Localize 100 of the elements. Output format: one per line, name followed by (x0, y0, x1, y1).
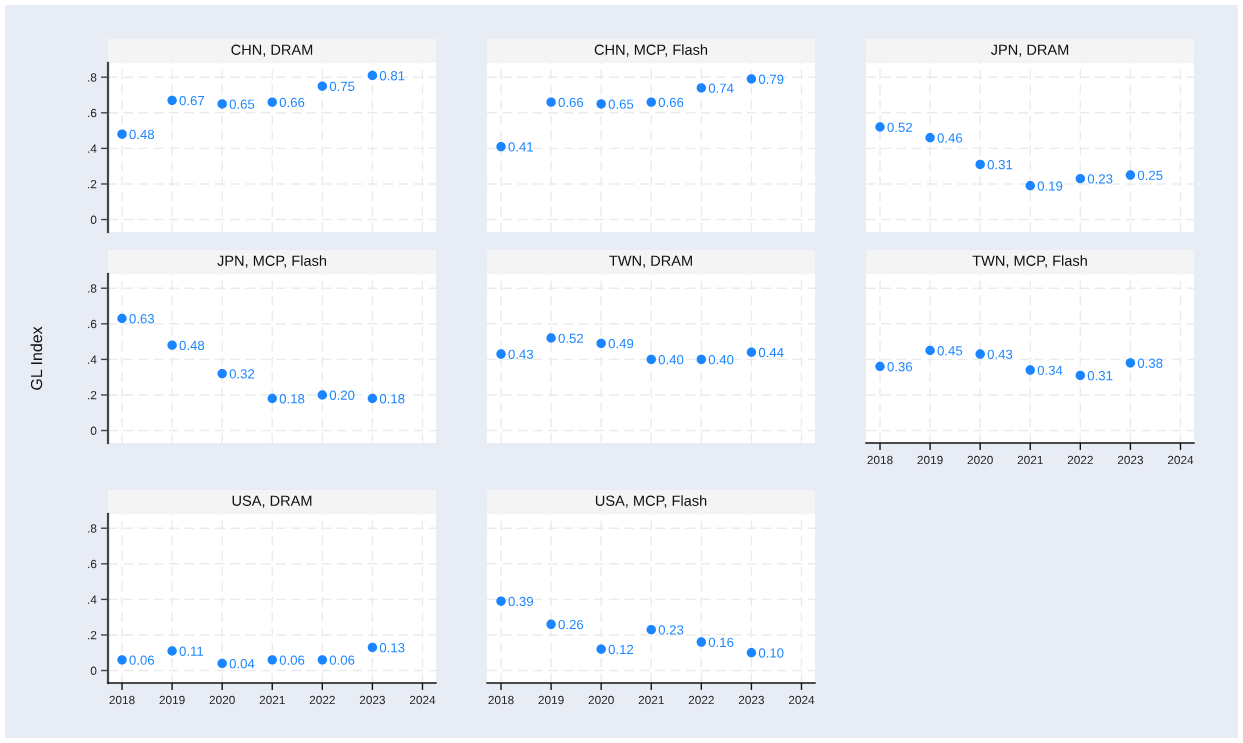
point (317, 655, 328, 665)
chart-title: CHN, DRAM (231, 44, 313, 57)
point (875, 122, 885, 132)
y-tick-label: .6 (88, 319, 97, 329)
data-label: 0.65 (608, 99, 634, 109)
y-tick-label: .8 (88, 73, 97, 82)
point (367, 70, 378, 81)
y-tick-label: .4 (88, 144, 97, 153)
point (546, 97, 556, 107)
y-tick-label: .2 (88, 631, 97, 640)
x-tick-label: 2024 (788, 695, 815, 705)
x-tick-label: 2022 (309, 695, 335, 705)
point (1025, 181, 1035, 191)
chart-title: JPN, MCP, Flash (217, 255, 327, 268)
data-label: 0.39 (508, 596, 534, 607)
point (596, 99, 606, 109)
data-label: 0.31 (1087, 370, 1113, 381)
point (167, 95, 177, 106)
y-tick-label: 0 (90, 215, 97, 224)
point (1075, 370, 1086, 381)
chart-title: JPN, DRAM (990, 44, 1069, 57)
y-tick-label: .6 (88, 108, 97, 118)
data-label: 0.48 (179, 340, 205, 351)
x-tick-label: 2020 (209, 695, 235, 705)
point (1075, 173, 1086, 184)
data-label: 0.48 (129, 129, 155, 140)
data-label: 0.31 (987, 159, 1013, 170)
data-label: 0.46 (937, 133, 963, 143)
data-label: 0.10 (758, 648, 784, 658)
chart-title: TWN, DRAM (609, 255, 692, 268)
point (746, 347, 757, 357)
y-tick-label: 0 (90, 666, 97, 675)
data-label: 0.23 (658, 625, 684, 635)
data-label: 0.63 (129, 314, 155, 324)
data-label: 0.06 (329, 655, 355, 665)
chart-title: TWN, MCP, Flash (972, 255, 1087, 268)
data-label: 0.67 (179, 95, 205, 106)
data-label: 0.79 (758, 74, 784, 84)
point (975, 159, 985, 170)
point (496, 141, 506, 152)
x-tick-label: 2021 (638, 695, 664, 705)
point (646, 354, 656, 365)
point (496, 596, 506, 606)
point (1025, 365, 1035, 375)
x-tick-label: 2019 (538, 695, 564, 705)
point (367, 642, 378, 653)
y-axis-title: GL Index (30, 326, 43, 390)
data-label: 0.66 (658, 97, 684, 108)
data-label: 0.40 (658, 354, 684, 365)
point (217, 99, 227, 109)
point (975, 349, 985, 359)
x-tick-label: 2021 (1017, 455, 1043, 465)
data-label: 0.75 (329, 81, 355, 92)
x-tick-label: 2022 (1067, 455, 1093, 465)
y-tick-label: .6 (88, 559, 97, 569)
data-label: 0.04 (229, 659, 255, 669)
point (546, 333, 556, 343)
data-label: 0.65 (229, 99, 255, 109)
data-label: 0.13 (379, 643, 405, 653)
point (1125, 358, 1136, 368)
x-tick-label: 2023 (359, 695, 386, 705)
point (317, 81, 328, 91)
x-tick-label: 2018 (867, 455, 893, 465)
data-label: 0.06 (129, 655, 155, 665)
point (1125, 170, 1136, 180)
x-tick-label: 2020 (588, 695, 614, 705)
point (696, 354, 707, 365)
chart-title: CHN, MCP, Flash (594, 44, 708, 57)
data-label: 0.41 (508, 142, 533, 152)
data-label: 0.74 (708, 83, 734, 93)
point (696, 637, 707, 647)
data-label: 0.11 (179, 646, 204, 656)
data-label: 0.16 (708, 637, 734, 648)
point (267, 393, 277, 404)
point (167, 646, 177, 656)
point (696, 83, 707, 93)
x-tick-label: 2024 (1167, 455, 1194, 465)
x-tick-label: 2023 (738, 695, 765, 705)
x-tick-label: 2022 (688, 695, 714, 705)
data-label: 0.38 (1137, 358, 1163, 368)
data-label: 0.06 (279, 655, 305, 665)
x-tick-label: 2018 (109, 695, 135, 705)
data-label: 0.19 (1037, 181, 1063, 191)
point (746, 74, 757, 84)
point (596, 644, 606, 654)
data-label: 0.34 (1037, 365, 1063, 375)
y-tick-label: .2 (88, 391, 97, 400)
y-tick-label: .4 (88, 595, 97, 604)
point (925, 345, 935, 356)
data-label: 0.18 (279, 394, 305, 404)
point (117, 655, 127, 665)
point (646, 624, 656, 635)
data-label: 0.12 (608, 644, 634, 655)
data-label: 0.32 (229, 369, 255, 379)
data-label: 0.26 (558, 619, 584, 630)
data-label: 0.52 (558, 333, 584, 343)
x-tick-label: 2019 (917, 455, 943, 465)
data-label: 0.81 (379, 71, 405, 81)
point (367, 393, 378, 404)
data-label: 0.23 (1087, 174, 1113, 184)
